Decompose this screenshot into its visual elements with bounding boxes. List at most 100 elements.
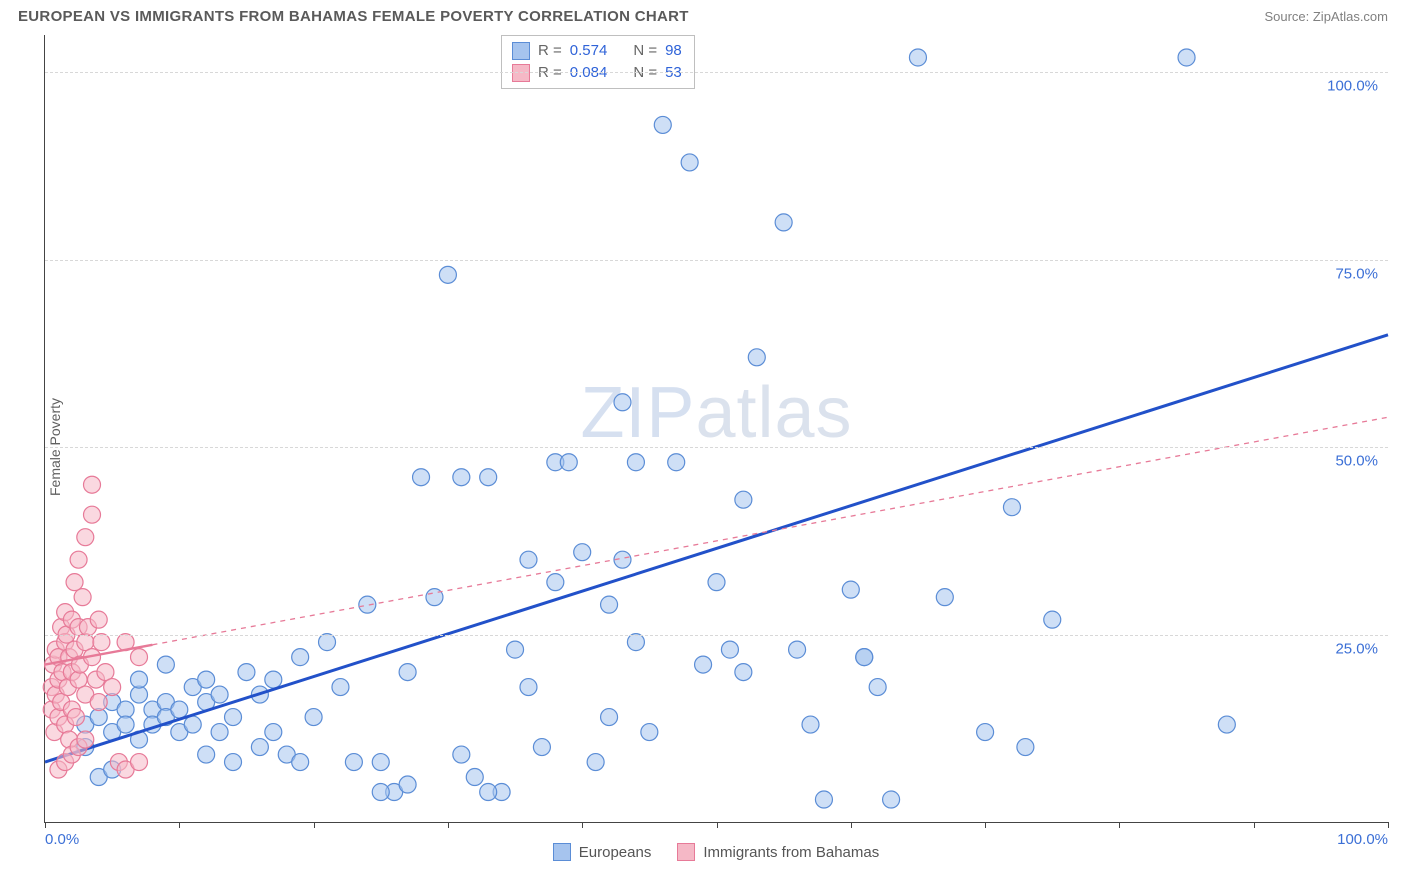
gridline-h	[45, 260, 1388, 261]
scatter-point	[453, 746, 470, 763]
scatter-point	[654, 116, 671, 133]
legend-r-value: 0.574	[570, 40, 608, 62]
gridline-h	[45, 447, 1388, 448]
scatter-point	[802, 716, 819, 733]
x-tick	[1388, 822, 1389, 828]
scatter-point	[627, 634, 644, 651]
scatter-point	[507, 641, 524, 658]
scatter-point	[372, 784, 389, 801]
x-tick	[1254, 822, 1255, 828]
scatter-point	[184, 716, 201, 733]
scatter-point	[856, 649, 873, 666]
scatter-point	[292, 754, 309, 771]
scatter-point	[1218, 716, 1235, 733]
scatter-point	[399, 776, 416, 793]
scatter-point	[77, 529, 94, 546]
x-tick	[851, 822, 852, 828]
scatter-point	[668, 454, 685, 471]
scatter-point	[560, 454, 577, 471]
scatter-point	[735, 491, 752, 508]
scatter-point	[614, 394, 631, 411]
scatter-point	[238, 664, 255, 681]
scatter-point	[265, 724, 282, 741]
y-tick-label: 100.0%	[1327, 78, 1378, 95]
scatter-point	[225, 709, 242, 726]
legend-swatch	[553, 843, 571, 861]
legend-item: Europeans	[553, 843, 652, 861]
gridline-h	[45, 635, 1388, 636]
legend-r-label: R =	[538, 40, 562, 62]
scatter-point	[587, 754, 604, 771]
scatter-point	[345, 754, 362, 771]
scatter-point	[84, 506, 101, 523]
scatter-point	[520, 679, 537, 696]
scatter-point	[157, 656, 174, 673]
scatter-point	[842, 581, 859, 598]
legend-swatch	[512, 42, 530, 60]
source-link[interactable]: ZipAtlas.com	[1313, 9, 1388, 24]
scatter-point	[90, 694, 107, 711]
x-tick	[985, 822, 986, 828]
chart-container: Female Poverty ZIPatlas R =0.574N =98R =…	[0, 31, 1406, 863]
scatter-point	[480, 784, 497, 801]
scatter-point	[601, 709, 618, 726]
scatter-point	[547, 574, 564, 591]
scatter-point	[74, 589, 91, 606]
scatter-point	[372, 754, 389, 771]
legend-item: Immigrants from Bahamas	[677, 843, 879, 861]
scatter-point	[1178, 49, 1195, 66]
scatter-point	[574, 544, 591, 561]
scatter-point	[117, 716, 134, 733]
chart-svg	[45, 35, 1388, 822]
scatter-point	[90, 611, 107, 628]
scatter-point	[292, 649, 309, 666]
scatter-point	[1017, 739, 1034, 756]
scatter-point	[413, 469, 430, 486]
scatter-point	[1003, 499, 1020, 516]
scatter-point	[211, 724, 228, 741]
y-tick-label: 75.0%	[1335, 265, 1378, 282]
scatter-point	[883, 791, 900, 808]
scatter-point	[466, 769, 483, 786]
scatter-point	[171, 701, 188, 718]
scatter-point	[721, 641, 738, 658]
scatter-point	[681, 154, 698, 171]
scatter-point	[198, 746, 215, 763]
regression-line	[45, 335, 1388, 762]
correlation-legend: R =0.574N =98R =0.084N =53	[501, 35, 695, 89]
scatter-point	[211, 686, 228, 703]
chart-header: EUROPEAN VS IMMIGRANTS FROM BAHAMAS FEMA…	[0, 0, 1406, 31]
scatter-point	[869, 679, 886, 696]
scatter-point	[748, 349, 765, 366]
y-tick-label: 50.0%	[1335, 453, 1378, 470]
scatter-point	[601, 596, 618, 613]
source-attribution: Source: ZipAtlas.com	[1264, 9, 1388, 24]
scatter-point	[453, 469, 470, 486]
scatter-point	[84, 476, 101, 493]
scatter-point	[198, 671, 215, 688]
scatter-point	[977, 724, 994, 741]
scatter-point	[735, 664, 752, 681]
scatter-point	[775, 214, 792, 231]
x-tick	[1119, 822, 1120, 828]
scatter-point	[439, 266, 456, 283]
x-tick	[179, 822, 180, 828]
x-tick	[45, 822, 46, 828]
legend-n-value: 98	[665, 40, 682, 62]
x-tick	[582, 822, 583, 828]
chart-title: EUROPEAN VS IMMIGRANTS FROM BAHAMAS FEMA…	[18, 8, 689, 25]
scatter-point	[789, 641, 806, 658]
scatter-point	[641, 724, 658, 741]
scatter-point	[70, 551, 87, 568]
scatter-point	[131, 671, 148, 688]
x-tick	[448, 822, 449, 828]
legend-n-label: N =	[633, 40, 657, 62]
y-tick-label: 25.0%	[1335, 640, 1378, 657]
scatter-point	[77, 731, 94, 748]
scatter-point	[480, 469, 497, 486]
source-prefix: Source:	[1264, 9, 1312, 24]
scatter-point	[225, 754, 242, 771]
scatter-point	[815, 791, 832, 808]
scatter-point	[627, 454, 644, 471]
scatter-point	[93, 634, 110, 651]
